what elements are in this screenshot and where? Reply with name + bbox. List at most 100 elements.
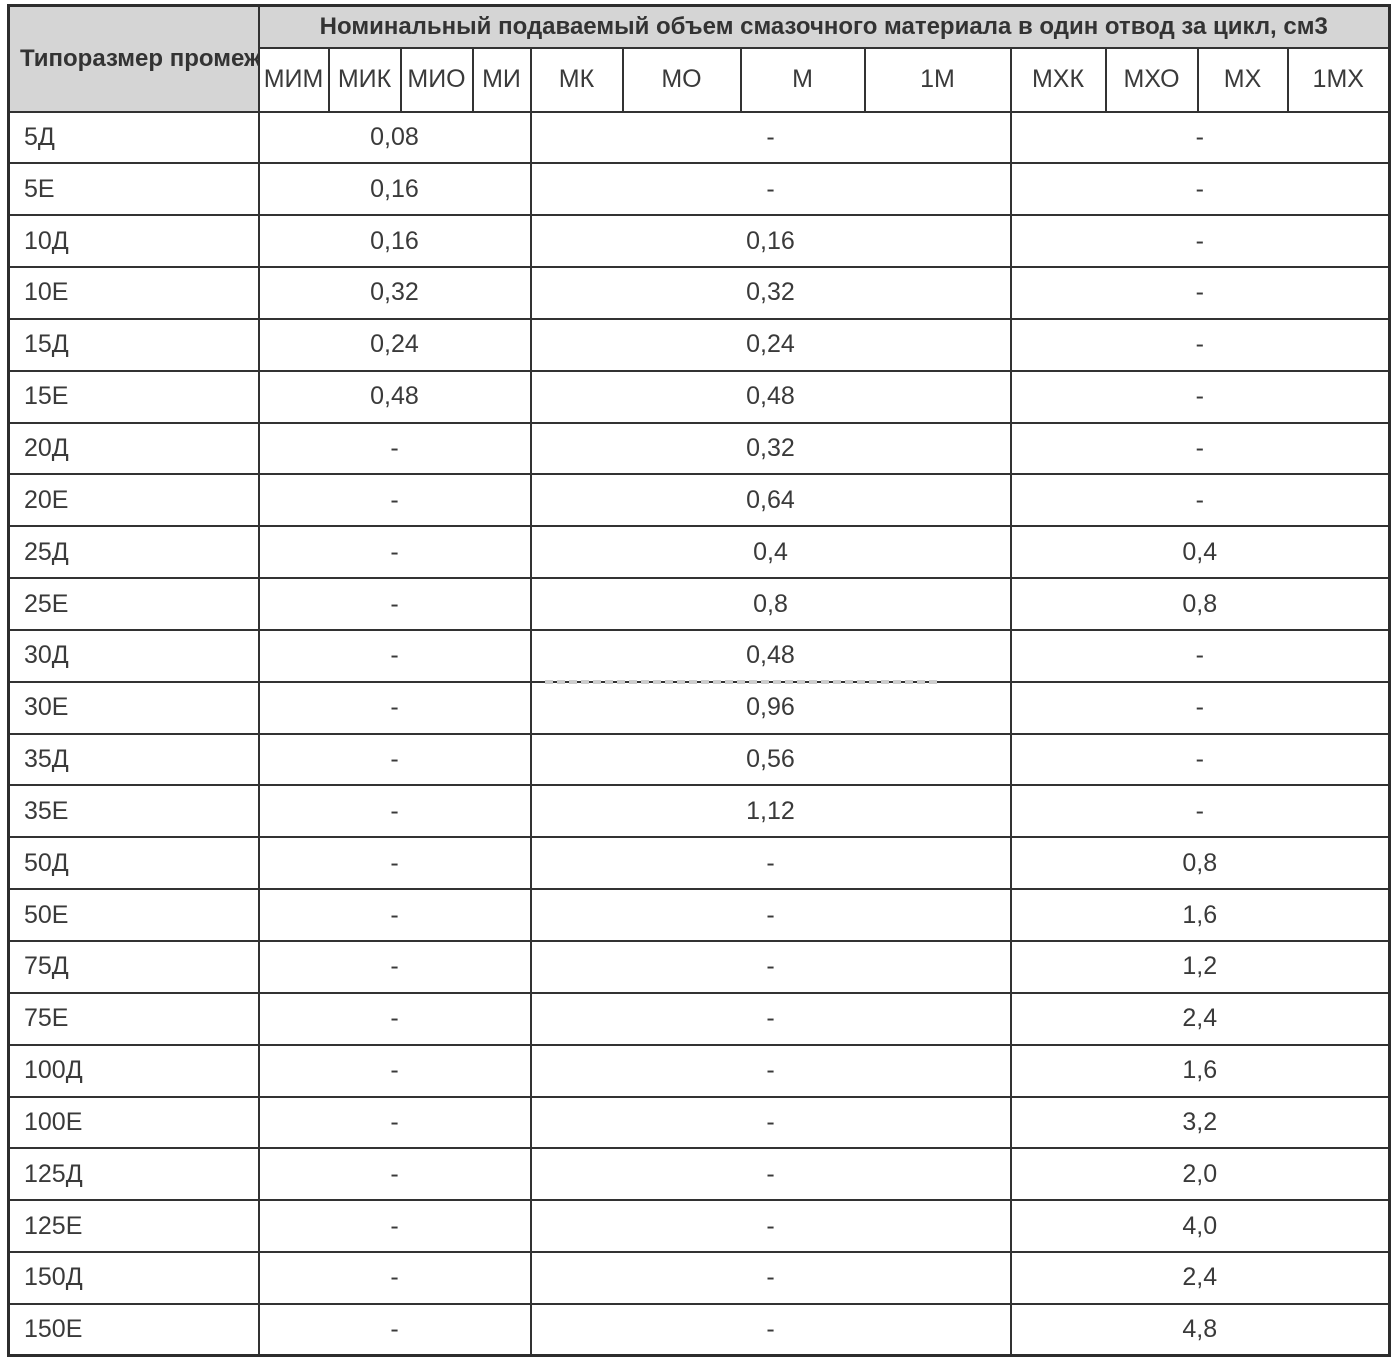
row-label: 20Е bbox=[7, 473, 260, 528]
value-cell-group2: 0,48 bbox=[529, 369, 1012, 424]
value-cell-group3: - bbox=[1009, 162, 1391, 217]
table-row: 15Д 0,24 0,24- bbox=[7, 317, 1391, 372]
table-row: 150Е - -4,8 bbox=[7, 1302, 1391, 1357]
lubricant-volume-table: Типоразмер промежуточной секции Номиналь… bbox=[7, 4, 1391, 1358]
value-cell-group1: - bbox=[257, 1095, 532, 1150]
table-row: 10Е 0,32 0,32- bbox=[7, 266, 1391, 320]
table-row: 50Д - -0,8 bbox=[7, 836, 1391, 891]
row-label: 150Д bbox=[7, 1251, 260, 1305]
row-label: 25Д bbox=[7, 525, 260, 580]
value-cell-group3: - bbox=[1009, 369, 1391, 424]
value-cell-group3: - bbox=[1009, 732, 1391, 787]
table-row: 100Д - -1,6 bbox=[7, 1043, 1391, 1098]
value-cell-group3: - bbox=[1009, 628, 1391, 683]
value-cell-group3: - bbox=[1009, 421, 1391, 476]
value-cell-group3: - bbox=[1009, 317, 1391, 372]
table-row: 25Е -0,8 0,8 bbox=[7, 577, 1391, 631]
column-header-10: МХ bbox=[1196, 46, 1289, 113]
value-cell-group3: 2,4 bbox=[1009, 1251, 1391, 1305]
value-cell-group2: 0,48 bbox=[529, 628, 1012, 683]
row-label: 25Е bbox=[7, 577, 260, 631]
value-cell-group2: - bbox=[529, 162, 1012, 217]
row-label: 125Д bbox=[7, 1147, 260, 1202]
row-label: 100Д bbox=[7, 1043, 260, 1098]
value-cell-group1: 0,08 bbox=[257, 110, 532, 165]
row-label: 10Д bbox=[7, 214, 260, 269]
row-label: 35Д bbox=[7, 732, 260, 787]
value-cell-group2: - bbox=[529, 1043, 1012, 1098]
table-row: 125Д - -2,0 bbox=[7, 1147, 1391, 1202]
row-label: 5Д bbox=[7, 110, 260, 165]
value-cell-group2: - bbox=[529, 1147, 1012, 1202]
row-label: 50Д bbox=[7, 836, 260, 891]
table-row: 75Д - -1,2 bbox=[7, 940, 1391, 994]
value-cell-group1: - bbox=[257, 1199, 532, 1254]
value-cell-group3: 0,8 bbox=[1009, 577, 1391, 631]
value-cell-group1: - bbox=[257, 888, 532, 942]
value-cell-group2: 0,8 bbox=[529, 577, 1012, 631]
value-cell-group3: 1,2 bbox=[1009, 940, 1391, 994]
header-row: Типоразмер промежуточной секции Номиналь… bbox=[7, 4, 1391, 113]
value-cell-group2: 0,16 bbox=[529, 214, 1012, 269]
column-header-11: 1МХ bbox=[1286, 46, 1391, 113]
value-cell-group3: 0,8 bbox=[1009, 836, 1391, 891]
value-cell-group3: 2,0 bbox=[1009, 1147, 1391, 1202]
value-cell-group2: 1,12 bbox=[529, 784, 1012, 839]
row-label: 50Е bbox=[7, 888, 260, 942]
column-header-5: МО bbox=[621, 46, 742, 113]
value-cell-group1: - bbox=[257, 1043, 532, 1098]
value-cell-group1: - bbox=[257, 577, 532, 631]
table-row: 15Е 0,48 0,48- bbox=[7, 369, 1391, 424]
value-cell-group1: - bbox=[257, 940, 532, 994]
column-header-row: МИМ МИК МИО МИ МК МО М 1М МХК МХО МХ 1МХ bbox=[9, 46, 1391, 113]
column-header-6: М bbox=[739, 46, 866, 113]
value-cell-group1: - bbox=[257, 836, 532, 891]
table-row: 20Д -0,32- bbox=[7, 421, 1391, 476]
value-cell-group2: - bbox=[529, 836, 1012, 891]
row-label: 20Д bbox=[7, 421, 260, 476]
value-cell-group2: - bbox=[529, 1199, 1012, 1254]
table-row: 100Е - -3,2 bbox=[7, 1095, 1391, 1150]
corner-header-cell: Типоразмер промежуточной секции bbox=[7, 4, 260, 113]
value-cell-group3: 2,4 bbox=[1009, 991, 1391, 1046]
row-label: 15Е bbox=[7, 369, 260, 424]
value-cell-group2: 0,24 bbox=[529, 317, 1012, 372]
column-header-0: МИМ bbox=[257, 46, 330, 113]
row-label: 125Е bbox=[7, 1199, 260, 1254]
table-row: 5Е 0,16- - bbox=[7, 162, 1391, 217]
table-row: 30Е -0,96- bbox=[7, 680, 1391, 735]
value-cell-group3: - bbox=[1009, 214, 1391, 269]
table-row: 125Е - -4,0 bbox=[7, 1199, 1391, 1254]
column-header-1: МИК bbox=[327, 46, 402, 113]
value-cell-group3: - bbox=[1009, 110, 1391, 165]
row-label: 5Е bbox=[7, 162, 260, 217]
value-cell-group2: 0,32 bbox=[529, 421, 1012, 476]
table-row: 30Д -0,48- bbox=[7, 628, 1391, 683]
value-cell-group1: - bbox=[257, 628, 532, 683]
value-cell-group3: 0,4 bbox=[1009, 525, 1391, 580]
value-cell-group1: 0,16 bbox=[257, 162, 532, 217]
row-label: 15Д bbox=[7, 317, 260, 372]
table-row: 35Д -0,56- bbox=[7, 732, 1391, 787]
value-cell-group2: - bbox=[529, 1095, 1012, 1150]
value-cell-group3: - bbox=[1009, 784, 1391, 839]
table-row: 35Е -1,12- bbox=[7, 784, 1391, 839]
table-row: 150Д - -2,4 bbox=[7, 1251, 1391, 1305]
column-header-4: МК bbox=[529, 46, 624, 113]
value-cell-group1: - bbox=[257, 1251, 532, 1305]
table-row: 50Е - -1,6 bbox=[7, 888, 1391, 942]
value-cell-group1: 0,16 bbox=[257, 214, 532, 269]
value-cell-group1: - bbox=[257, 1147, 532, 1202]
value-cell-group2: - bbox=[529, 1251, 1012, 1305]
row-label: 35Е bbox=[7, 784, 260, 839]
value-cell-group1: - bbox=[257, 421, 532, 476]
value-cell-group3: 4,8 bbox=[1009, 1302, 1391, 1357]
value-cell-group2: - bbox=[529, 991, 1012, 1046]
value-cell-group1: 0,32 bbox=[257, 266, 532, 320]
value-cell-group3: - bbox=[1009, 473, 1391, 528]
table-row: 10Д 0,16 0,16- bbox=[7, 214, 1391, 269]
value-cell-group2: - bbox=[529, 940, 1012, 994]
row-label: 75Д bbox=[7, 940, 260, 994]
value-cell-group3: 3,2 bbox=[1009, 1095, 1391, 1150]
